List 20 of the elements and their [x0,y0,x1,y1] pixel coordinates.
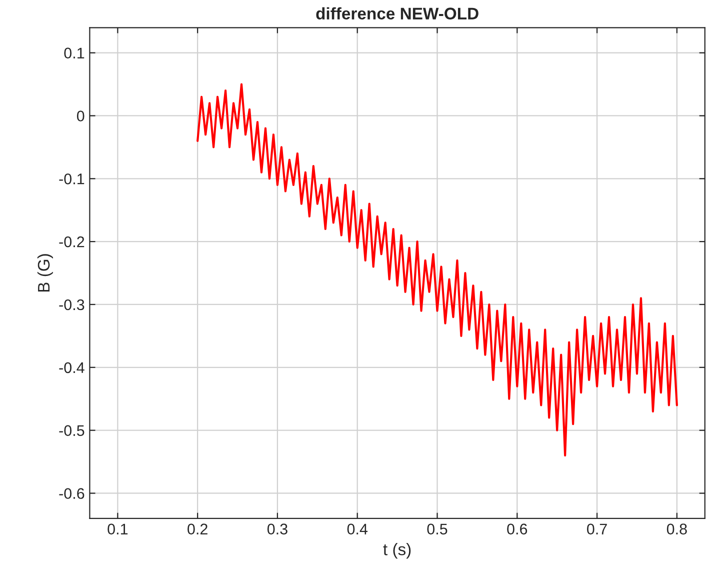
x-axis-title: t (s) [383,543,411,559]
line-series [196,83,678,457]
x-tick-label: 0.8 [666,524,687,534]
y-tick-label: -0.6 [59,488,84,499]
y-axis-title: B (G) [37,254,53,292]
y-tick-label: -0.1 [59,174,84,184]
y-tick-label: 0.1 [64,48,84,58]
y-tick-label: -0.4 [59,362,84,374]
x-tick-label: 0.2 [188,524,208,534]
x-tick-label: 0.6 [507,524,528,534]
y-tick-label: -0.2 [59,236,84,248]
y-tick-label: -0.5 [59,425,84,436]
x-tick-label: 0.3 [267,524,288,534]
x-tick-label: 0.7 [587,524,607,534]
x-tick-label: 0.5 [427,524,448,534]
y-tick-label: -0.3 [59,299,84,310]
x-tick-label: 0.1 [108,524,128,534]
y-tick-label: 0 [76,110,84,122]
chart-title: difference NEW-OLD [316,7,478,20]
x-tick-label: 0.4 [347,524,368,534]
